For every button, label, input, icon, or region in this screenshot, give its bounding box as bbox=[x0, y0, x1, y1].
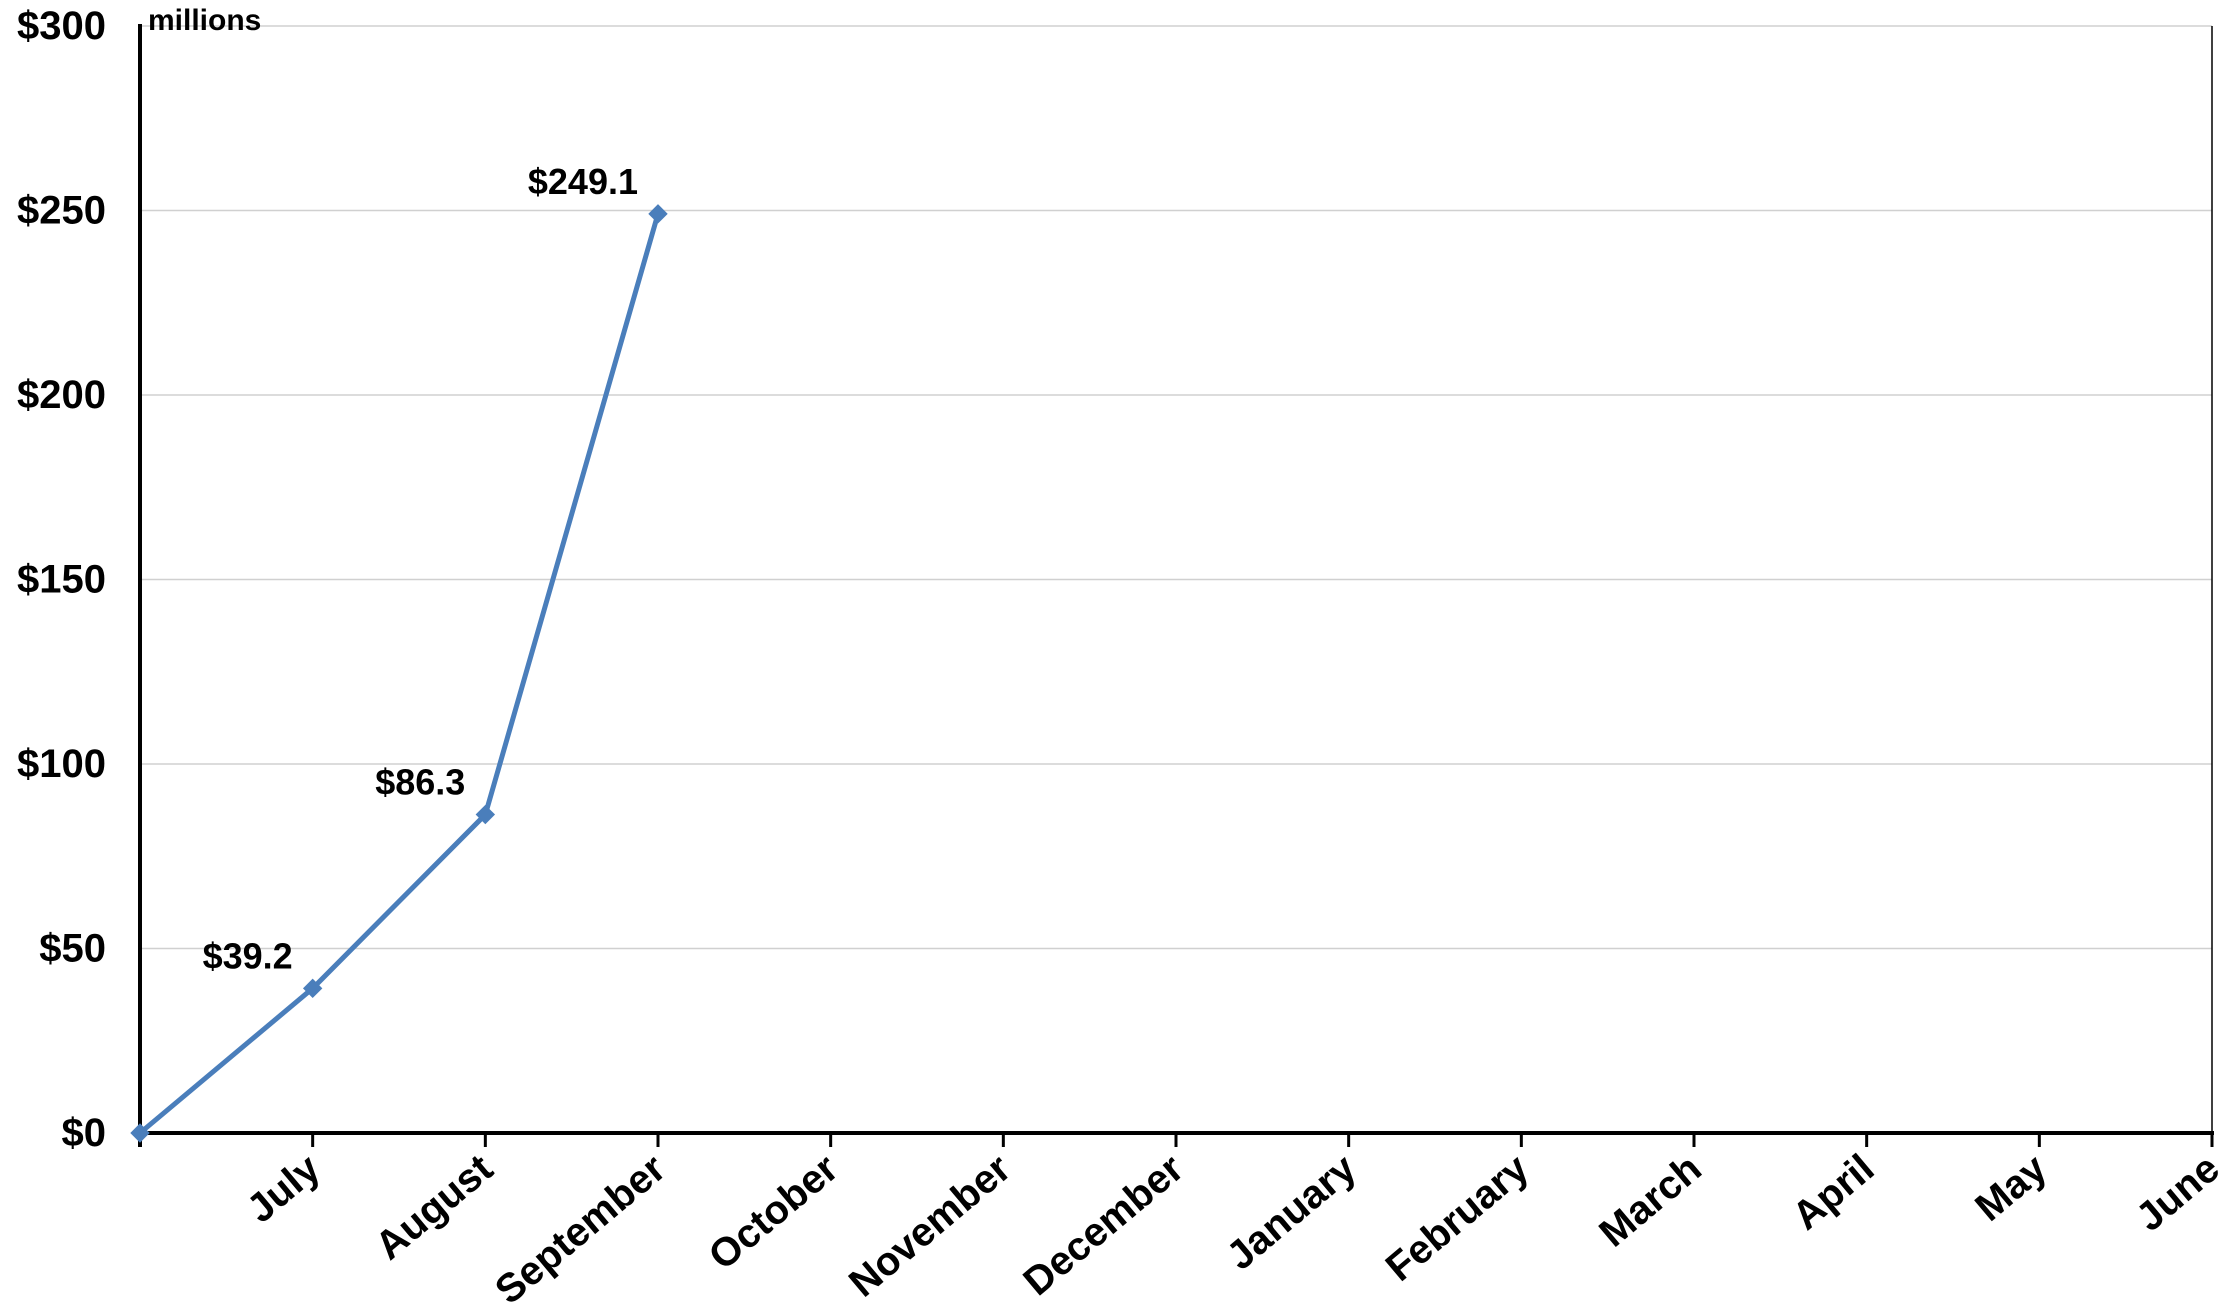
data-label: $86.3 bbox=[375, 762, 465, 803]
x-tick-label: January bbox=[1219, 1146, 1365, 1279]
x-tick-label: December bbox=[1015, 1146, 1191, 1304]
data-point-marker bbox=[475, 804, 496, 825]
x-tick-label: May bbox=[1967, 1146, 2055, 1230]
x-tick-label: March bbox=[1591, 1146, 1710, 1255]
series-layer bbox=[130, 204, 668, 1143]
gridlines bbox=[140, 25, 2212, 950]
series-line bbox=[138, 213, 661, 1135]
axes bbox=[138, 24, 2214, 1147]
x-tick-label: August bbox=[367, 1146, 501, 1268]
data-point-marker bbox=[302, 978, 323, 999]
data-label: $39.2 bbox=[203, 935, 293, 976]
x-tick-label: October bbox=[701, 1146, 847, 1278]
data-label: $249.1 bbox=[528, 161, 638, 202]
x-tick-label: September bbox=[487, 1146, 674, 1313]
data-point-marker bbox=[130, 1123, 150, 1143]
x-tick-label: June bbox=[2128, 1146, 2228, 1240]
y-axis-unit-label: millions bbox=[148, 4, 261, 37]
y-axis-ticks: $0 $50 $100 $150 $200 $250 $300 bbox=[17, 4, 106, 1155]
x-tick-label: February bbox=[1378, 1146, 1538, 1290]
y-tick-label: $100 bbox=[17, 742, 106, 786]
x-tick-label: November bbox=[841, 1146, 1019, 1305]
y-tick-label: $0 bbox=[62, 1111, 107, 1155]
y-tick-label: $200 bbox=[17, 373, 106, 417]
x-tick-label: April bbox=[1784, 1146, 1882, 1238]
y-tick-label: $50 bbox=[39, 927, 106, 971]
data-label-layer: $39.2 $86.3 $249.1 bbox=[203, 161, 638, 977]
y-tick-label: $150 bbox=[17, 558, 106, 602]
y-tick-label: $300 bbox=[17, 4, 106, 48]
y-tick-label: $250 bbox=[17, 189, 106, 233]
x-tick-label: July bbox=[239, 1146, 329, 1232]
data-point-marker bbox=[648, 204, 668, 224]
